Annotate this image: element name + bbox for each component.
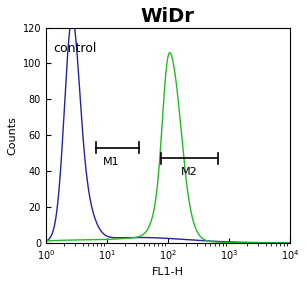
Text: M1: M1	[103, 157, 119, 167]
Text: control: control	[53, 42, 97, 55]
X-axis label: FL1-H: FL1-H	[152, 267, 184, 277]
Y-axis label: Counts: Counts	[7, 116, 17, 154]
Title: WiDr: WiDr	[141, 7, 195, 26]
Text: M2: M2	[181, 168, 198, 178]
